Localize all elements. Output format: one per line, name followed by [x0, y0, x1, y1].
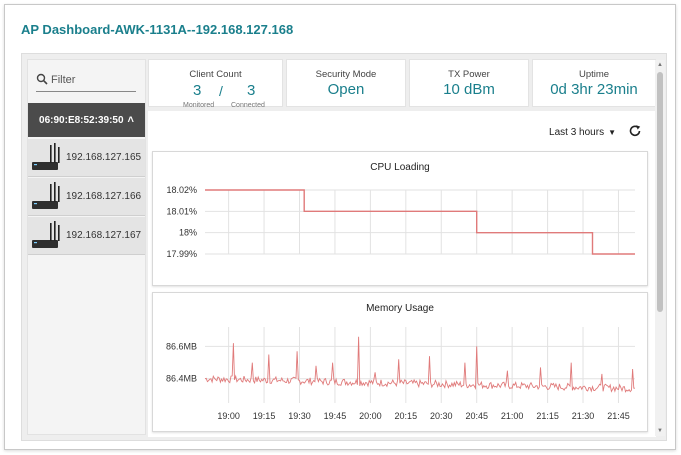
refresh-icon[interactable]	[628, 124, 642, 138]
selected-mac-label: 06:90:E8:52:39:50	[39, 114, 124, 126]
memory-usage-panel: 86.6MB 86.4MB 19:00 19:15 19:30 19:45 20:00 20:…	[152, 292, 648, 432]
x-tick-label: 21:45	[607, 411, 630, 421]
y-tick-label: 18%	[179, 228, 197, 238]
x-tick-label: 21:30	[572, 411, 595, 421]
client-count-card: Client Count 3 / 3 Monitored Connected	[148, 59, 283, 109]
access-point-icon	[32, 142, 60, 170]
tx-power-value: 10 dBm	[443, 81, 495, 98]
device-sidebar: Filter 06:90:E8:52:39:50 ˄ 192.168.127.1…	[27, 59, 146, 435]
time-range-select[interactable]: Last 3 hours ▼	[549, 127, 616, 138]
device-item[interactable]: 192.168.127.167	[28, 217, 145, 255]
device-ip: 192.168.127.165	[66, 152, 142, 163]
y-tick-label: 18.01%	[166, 206, 197, 216]
device-item[interactable]: 192.168.127.165	[28, 139, 145, 177]
connected-count: 3	[247, 82, 256, 99]
memory-chart: 86.6MB 86.4MB 19:00 19:15 19:30 19:45 20:00 20:…	[166, 327, 635, 421]
security-mode-card: Security Mode Open	[286, 59, 406, 107]
filter-input[interactable]: Filter	[36, 70, 136, 92]
connected-label: Connected	[231, 102, 265, 109]
y-tick-label: 18.02%	[166, 185, 197, 195]
count-separator: /	[219, 83, 223, 99]
device-ip: 192.168.127.167	[66, 230, 142, 241]
cpu-loading-panel: 18.02% 18.01% 18% 17.99% CPU Loading	[152, 151, 648, 286]
access-point-icon	[32, 220, 60, 248]
memory-series-line	[204, 336, 635, 393]
access-point-icon	[32, 181, 60, 209]
security-mode-label: Security Mode	[315, 69, 377, 80]
scroll-down-icon[interactable]: ▼	[657, 428, 663, 434]
scrollbar-thumb[interactable]	[657, 72, 663, 312]
y-tick-label: 17.99%	[166, 249, 197, 259]
x-tick-label: 19:30	[288, 411, 311, 421]
dashboard-window: AP Dashboard-AWK-1131A--192.168.127.168 …	[4, 4, 676, 450]
x-tick-label: 20:00	[359, 411, 382, 421]
uptime-card: Uptime 0d 3hr 23min	[532, 59, 656, 107]
x-tick-label: 20:45	[465, 411, 488, 421]
uptime-label: Uptime	[578, 69, 610, 80]
scroll-up-icon[interactable]: ▲	[657, 62, 663, 68]
x-tick-label: 21:00	[501, 411, 524, 421]
monitored-count: 3	[193, 82, 202, 99]
y-tick-label: 86.6MB	[166, 341, 197, 351]
filter-placeholder: Filter	[51, 74, 76, 86]
monitored-label: Monitored	[183, 102, 215, 109]
x-tick-label: 21:15	[536, 411, 559, 421]
x-tick-label: 19:00	[217, 411, 240, 421]
uptime-value: 0d 3hr 23min	[550, 81, 638, 98]
x-tick-label: 20:15	[395, 411, 418, 421]
selected-device-header[interactable]: 06:90:E8:52:39:50 ˄	[28, 103, 145, 137]
security-mode-value: Open	[327, 81, 365, 98]
tx-power-label: TX Power	[448, 69, 490, 80]
dashboard-frame: Filter 06:90:E8:52:39:50 ˄ 192.168.127.1…	[21, 53, 667, 441]
cpu-chart: 18.02% 18.01% 18% 17.99%	[166, 185, 635, 259]
cpu-chart-title: CPU Loading	[370, 162, 430, 173]
caret-down-icon: ▼	[608, 128, 616, 137]
memory-chart-title: Memory Usage	[366, 303, 434, 314]
time-range-label: Last 3 hours	[549, 127, 605, 138]
charts-area: Last 3 hours ▼ 18.02% 18.01% 18% 17.99% CPU …	[148, 111, 656, 437]
x-tick-label: 20:30	[430, 411, 453, 421]
x-tick-label: 19:45	[324, 411, 347, 421]
x-tick-label: 19:15	[253, 411, 276, 421]
search-icon	[36, 73, 48, 85]
vertical-scrollbar[interactable]: ▲ ▼	[655, 60, 665, 436]
client-count-label: Client Count	[189, 69, 242, 80]
device-ip: 192.168.127.166	[66, 191, 142, 202]
device-item[interactable]: 192.168.127.166	[28, 178, 145, 216]
chevron-up-icon: ˄	[127, 114, 134, 126]
tx-power-card: TX Power 10 dBm	[409, 59, 529, 107]
cpu-series-line	[205, 189, 635, 255]
page-title: AP Dashboard-AWK-1131A--192.168.127.168	[21, 22, 294, 37]
y-tick-label: 86.4MB	[166, 374, 197, 384]
